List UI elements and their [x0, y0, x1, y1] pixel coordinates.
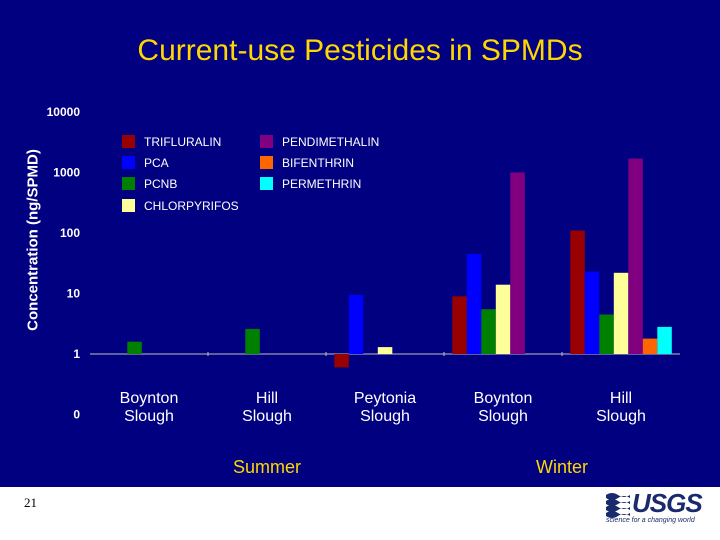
category-label: Hill — [610, 390, 632, 407]
bar-trifluralin — [570, 230, 585, 354]
legend-swatch — [122, 135, 135, 148]
y-tick-label: 100 — [60, 226, 80, 240]
chart-panel — [0, 0, 720, 487]
category-label: Peytonia — [354, 390, 416, 407]
bar-pcnb — [599, 314, 614, 354]
y-tick-label: 1 — [73, 347, 80, 361]
bar-pendimethalin — [628, 158, 643, 354]
legend-swatch — [260, 177, 273, 190]
legend-label: PCNB — [144, 177, 177, 191]
bar-pcnb — [245, 328, 260, 354]
legend-swatch — [122, 199, 135, 212]
slide-number: 21 — [24, 495, 37, 510]
bar-pcnb — [481, 309, 496, 354]
legend-label: PENDIMETHALIN — [282, 135, 379, 149]
legend-label: BIFENTHRIN — [282, 156, 354, 170]
group-label: Summer — [233, 457, 301, 477]
bar-pca — [466, 254, 482, 354]
legend-label: TRIFLURALIN — [144, 135, 221, 149]
legend-swatch — [260, 135, 273, 148]
y-tick-label: 0 — [73, 408, 80, 422]
bar-trifluralin — [334, 354, 349, 368]
bar-chlorpyrifos — [495, 284, 511, 354]
bar-pca — [348, 294, 364, 354]
legend-swatch — [260, 156, 273, 169]
group-label: Winter — [536, 457, 588, 477]
category-label: Boynton — [120, 390, 179, 407]
category-label: Slough — [596, 408, 646, 425]
usgs-tagline: science for a changing world — [606, 517, 695, 524]
category-label: Boynton — [474, 390, 533, 407]
y-tick-label: 1000 — [53, 166, 80, 180]
bar-bifenthrin — [642, 338, 658, 354]
slide-title: Current-use Pesticides in SPMDs — [137, 34, 583, 67]
bar-chlorpyrifos — [377, 347, 393, 354]
legend-label: PERMETHRIN — [282, 177, 361, 191]
bar-pendimethalin — [510, 172, 525, 354]
category-label: Slough — [124, 408, 174, 425]
category-label: Slough — [360, 408, 410, 425]
category-label: Hill — [256, 390, 278, 407]
legend-swatch — [122, 156, 135, 169]
usgs-logo-icon — [606, 493, 630, 518]
bar-pca — [584, 271, 600, 354]
bar-chlorpyrifos — [613, 272, 629, 354]
y-tick-label: 10000 — [47, 105, 81, 119]
legend-label: CHLORPYRIFOS — [144, 199, 239, 213]
legend-label: PCA — [144, 156, 169, 170]
usgs-logo-text: USGS — [632, 488, 703, 518]
bar-chart: 0110100100010000BoyntonSloughHillSloughP… — [47, 105, 680, 477]
category-label: Slough — [478, 408, 528, 425]
legend-swatch — [122, 177, 135, 190]
category-label: Slough — [242, 408, 292, 425]
y-tick-label: 10 — [67, 287, 81, 301]
bar-trifluralin — [452, 296, 467, 354]
bar-permethrin — [657, 326, 672, 354]
bar-pcnb — [127, 341, 142, 354]
